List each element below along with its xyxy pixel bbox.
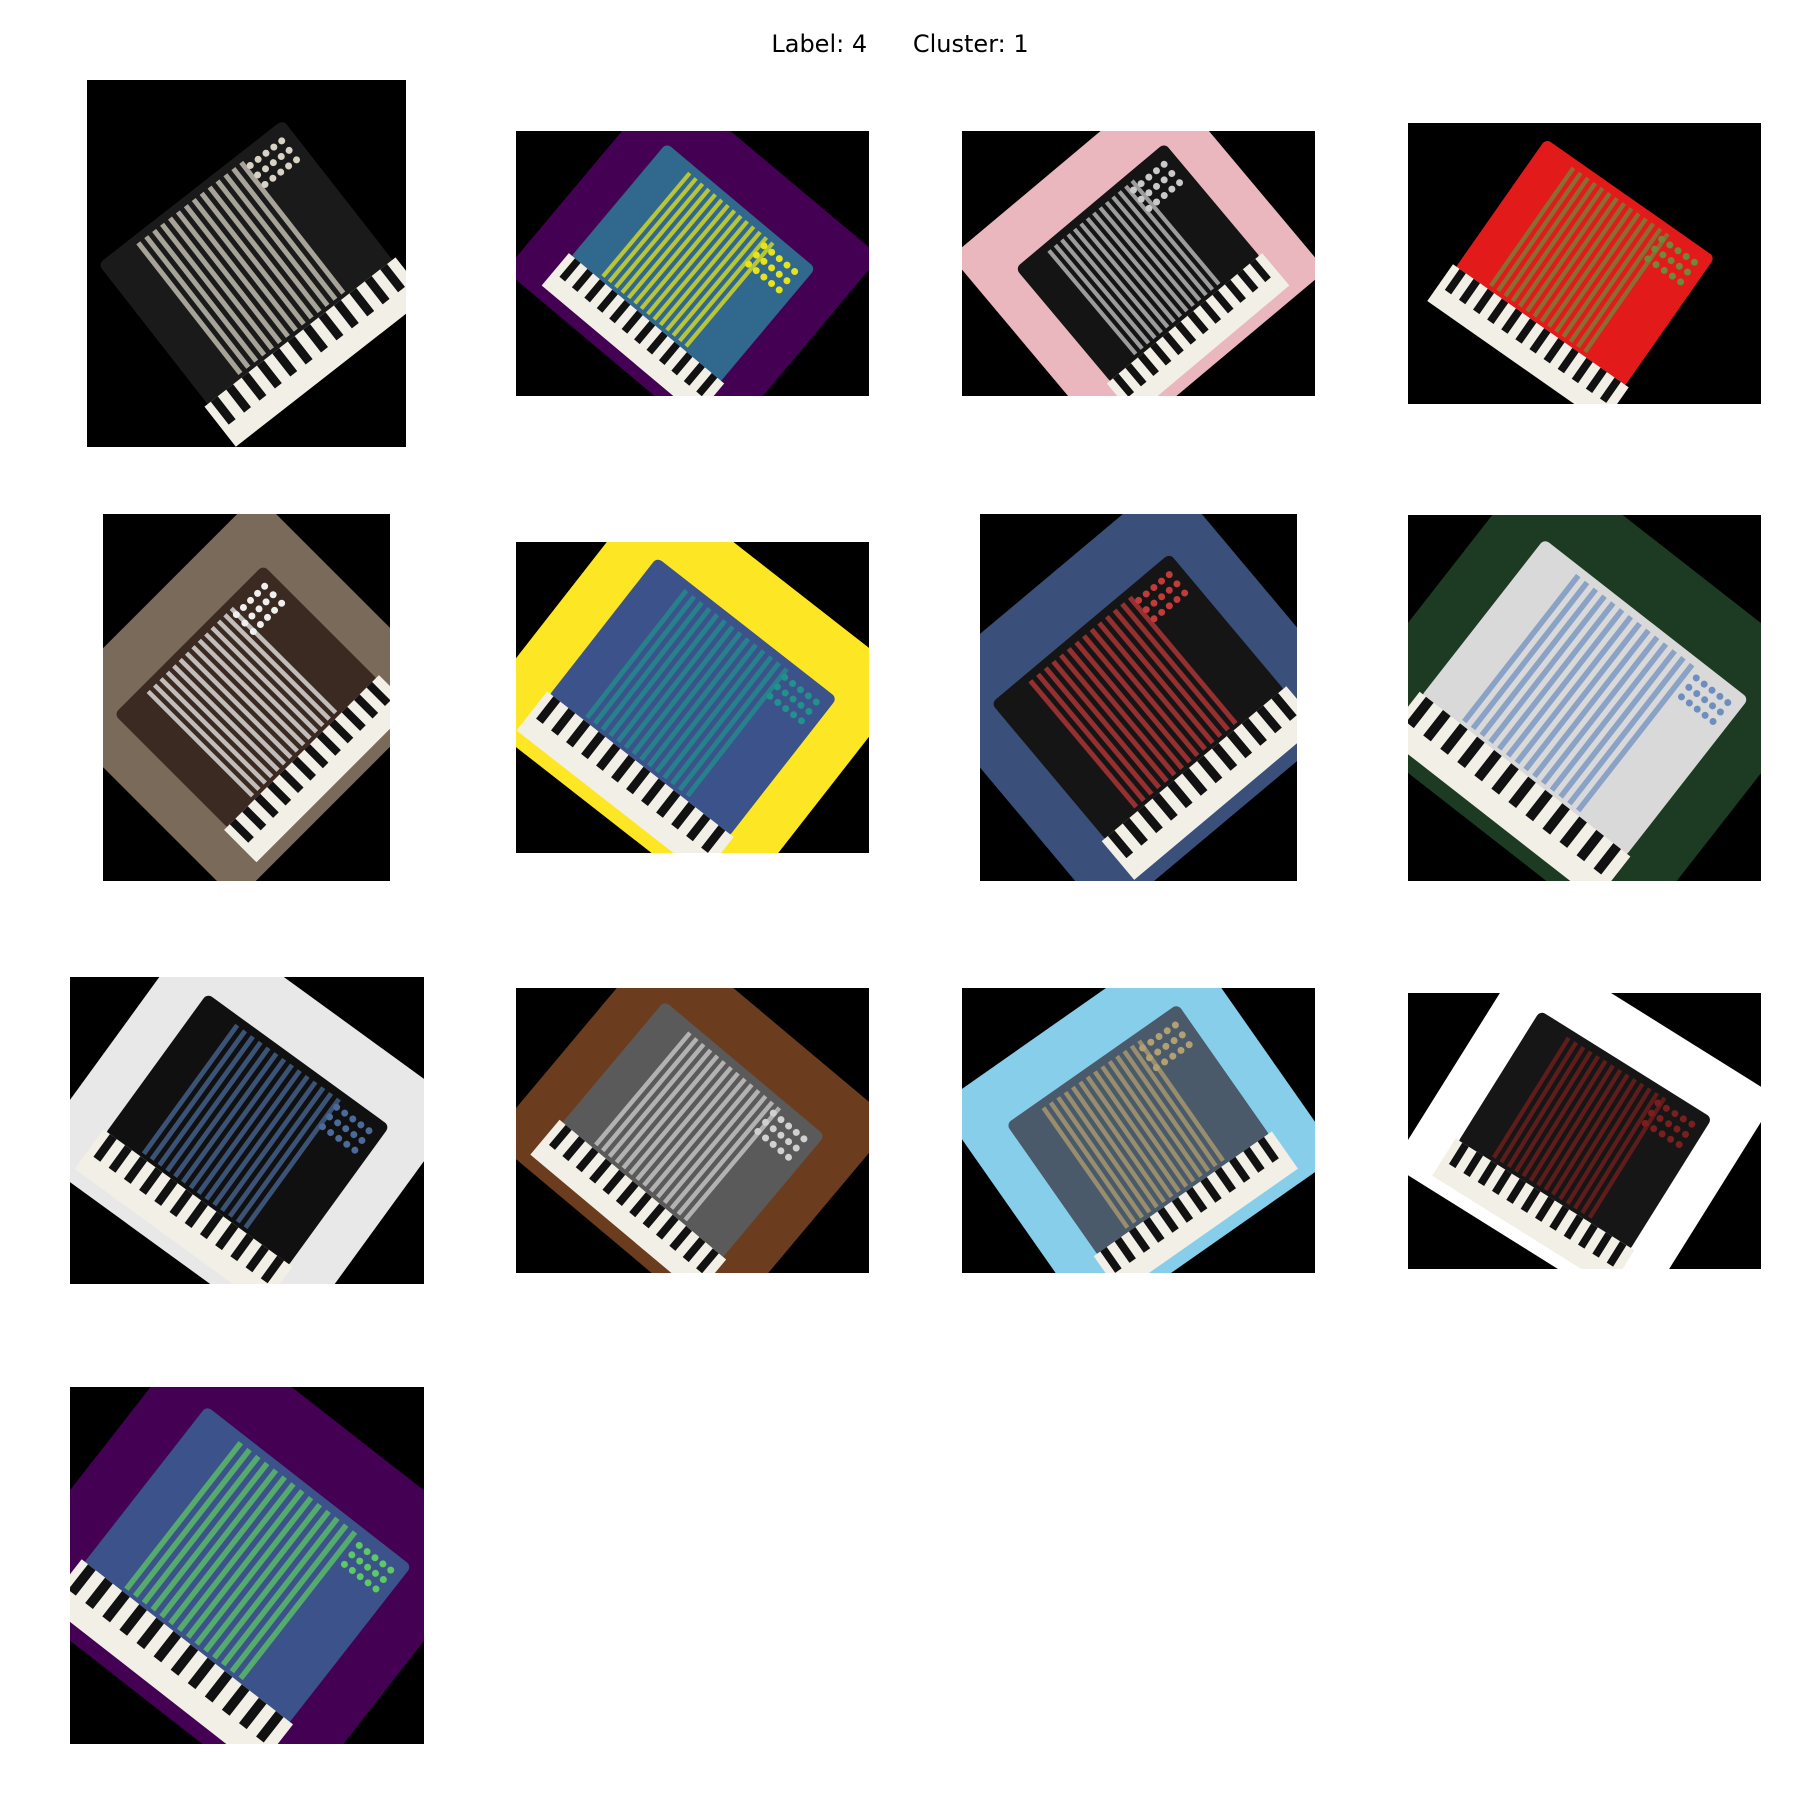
accordion-icon	[962, 988, 1315, 1273]
accordion-image-12	[1408, 993, 1761, 1269]
figure-title: Label: 4 Cluster: 1	[0, 30, 1800, 58]
accordion-icon	[70, 977, 424, 1284]
accordion-image-8	[1408, 515, 1761, 881]
accordion-icon	[1408, 123, 1761, 404]
accordion-icon	[1408, 993, 1761, 1269]
accordion-image-3	[962, 131, 1315, 396]
accordion-image-6	[516, 542, 869, 853]
accordion-image-2	[516, 131, 869, 396]
accordion-icon	[516, 542, 869, 853]
accordion-icon	[516, 988, 869, 1273]
accordion-icon	[962, 131, 1315, 396]
accordion-icon	[980, 514, 1297, 881]
accordion-icon	[70, 1387, 424, 1744]
accordion-icon	[516, 131, 869, 396]
title-label: Label: 4	[771, 30, 868, 58]
accordion-icon	[1408, 515, 1761, 881]
accordion-image-11	[962, 988, 1315, 1273]
accordion-image-1	[87, 80, 406, 447]
accordion-icon	[103, 514, 390, 881]
title-cluster: Cluster: 1	[912, 30, 1029, 58]
accordion-image-4	[1408, 123, 1761, 404]
accordion-image-7	[980, 514, 1297, 881]
accordion-image-13	[70, 1387, 424, 1744]
accordion-image-5	[103, 514, 390, 881]
accordion-image-10	[516, 988, 869, 1273]
accordion-icon	[87, 80, 406, 447]
accordion-image-9	[70, 977, 424, 1284]
